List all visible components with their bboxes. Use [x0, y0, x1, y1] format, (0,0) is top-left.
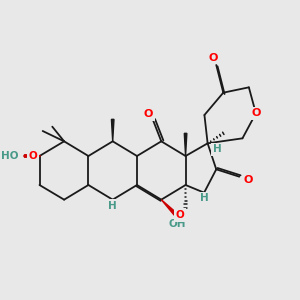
Polygon shape: [25, 155, 40, 157]
Text: O: O: [144, 109, 153, 119]
Text: O: O: [28, 151, 37, 161]
Polygon shape: [111, 119, 114, 141]
Text: OH: OH: [168, 219, 186, 229]
Polygon shape: [184, 133, 187, 156]
Text: O: O: [208, 53, 218, 63]
Text: O: O: [175, 210, 184, 220]
Text: H: H: [200, 193, 208, 203]
Text: O: O: [244, 175, 253, 185]
Text: O: O: [251, 108, 261, 118]
Text: H: H: [108, 201, 117, 211]
Polygon shape: [161, 200, 176, 215]
Text: H: H: [212, 144, 221, 154]
Text: HO: HO: [1, 151, 19, 161]
